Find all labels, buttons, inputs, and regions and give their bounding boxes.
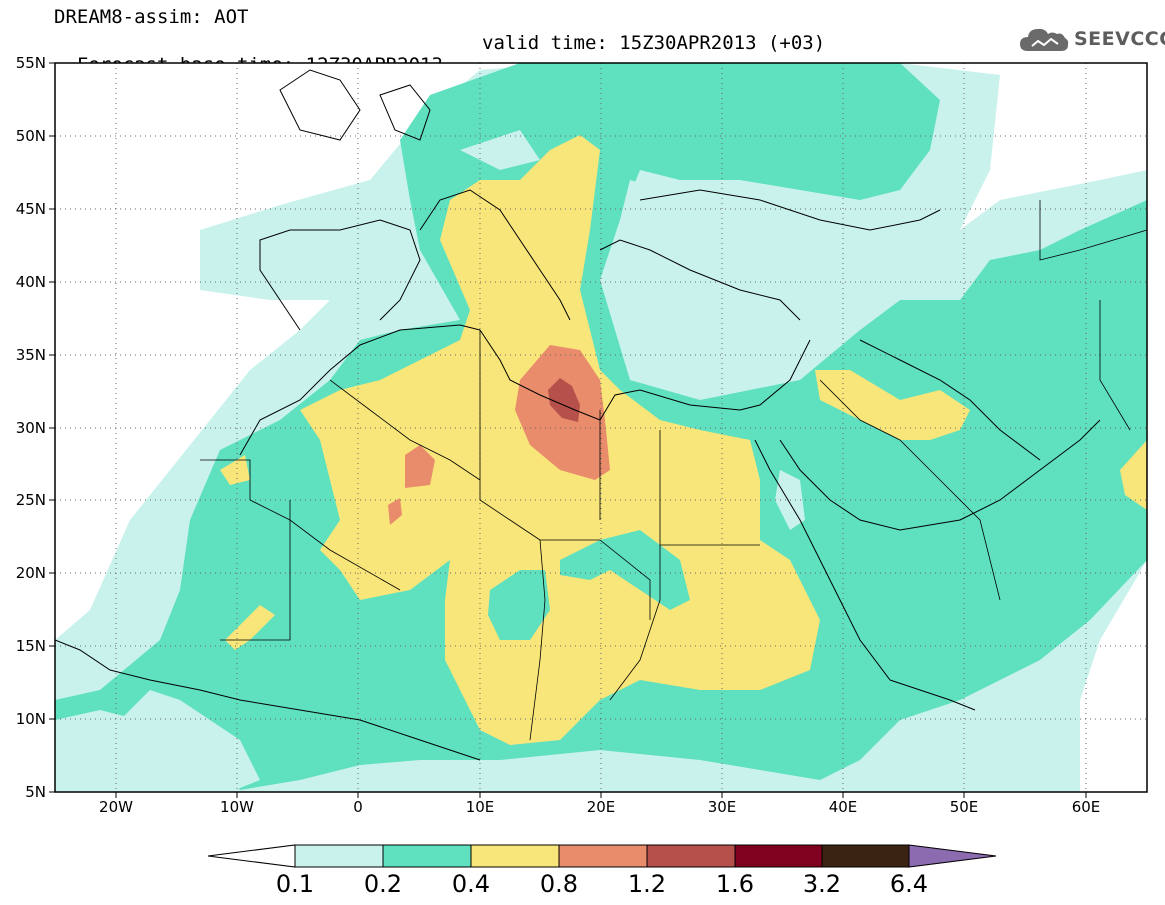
lat-label: 20N	[15, 564, 46, 582]
lon-label: 50E	[949, 798, 979, 816]
lat-label: 40N	[15, 273, 46, 291]
seevccc-logo: SEEVCCC	[1018, 22, 1165, 56]
lon-label: 20W	[99, 798, 133, 816]
graticule	[55, 63, 1147, 792]
lat-label: 25N	[15, 491, 46, 509]
lon-label: 60E	[1071, 798, 1101, 816]
lon-label: 20E	[586, 798, 616, 816]
lon-label: 40E	[828, 798, 858, 816]
coastlines	[55, 69, 1101, 761]
colorbar-label: 0.4	[451, 870, 491, 898]
colorbar-label: 0.2	[363, 870, 403, 898]
colorbar-label: 0.1	[275, 870, 315, 898]
map-title: DREAM8-assim: AOT	[54, 6, 249, 28]
lat-label: 5N	[25, 783, 46, 801]
lat-label: 45N	[15, 200, 46, 218]
axis-ticks	[49, 62, 1087, 798]
aot-band-0.2	[488, 570, 550, 640]
valid-time-text: valid time: 15Z30APR2013 (+03)	[482, 32, 826, 54]
colorbar-label: 1.6	[715, 870, 755, 898]
lon-label: 10E	[465, 798, 495, 816]
colorbar-label: 6.4	[889, 870, 929, 898]
colorbar-label: 1.2	[627, 870, 667, 898]
lat-label: 55N	[15, 54, 46, 72]
aot-band-0.1	[460, 130, 540, 170]
aot-band-0.1	[610, 180, 960, 390]
aot-band-1.2	[548, 378, 580, 422]
country-borders	[200, 200, 1147, 741]
colorbar-label: 0.8	[539, 870, 579, 898]
lon-label: 30E	[707, 798, 737, 816]
lat-label: 35N	[15, 346, 46, 364]
lat-label: 10N	[15, 710, 46, 728]
aot-band-0.8	[388, 498, 402, 525]
cloud-icon	[1020, 28, 1069, 51]
lon-label: 10W	[220, 798, 254, 816]
lat-label: 15N	[15, 637, 46, 655]
aot-band-0.1	[120, 690, 260, 792]
aot-band-0.4	[815, 370, 970, 440]
aot-field	[55, 63, 1147, 792]
aot-band-0.4	[220, 455, 250, 485]
aot-band-0.4	[1120, 440, 1147, 510]
aot-band-0.2	[560, 530, 690, 610]
aot-band-0.8	[405, 445, 435, 488]
lon-label: 0	[353, 798, 363, 816]
logo-text: SEEVCCC	[1074, 28, 1165, 50]
colorbar-label: 3.2	[802, 870, 842, 898]
lat-label: 30N	[15, 419, 46, 437]
lat-label: 50N	[15, 127, 46, 145]
